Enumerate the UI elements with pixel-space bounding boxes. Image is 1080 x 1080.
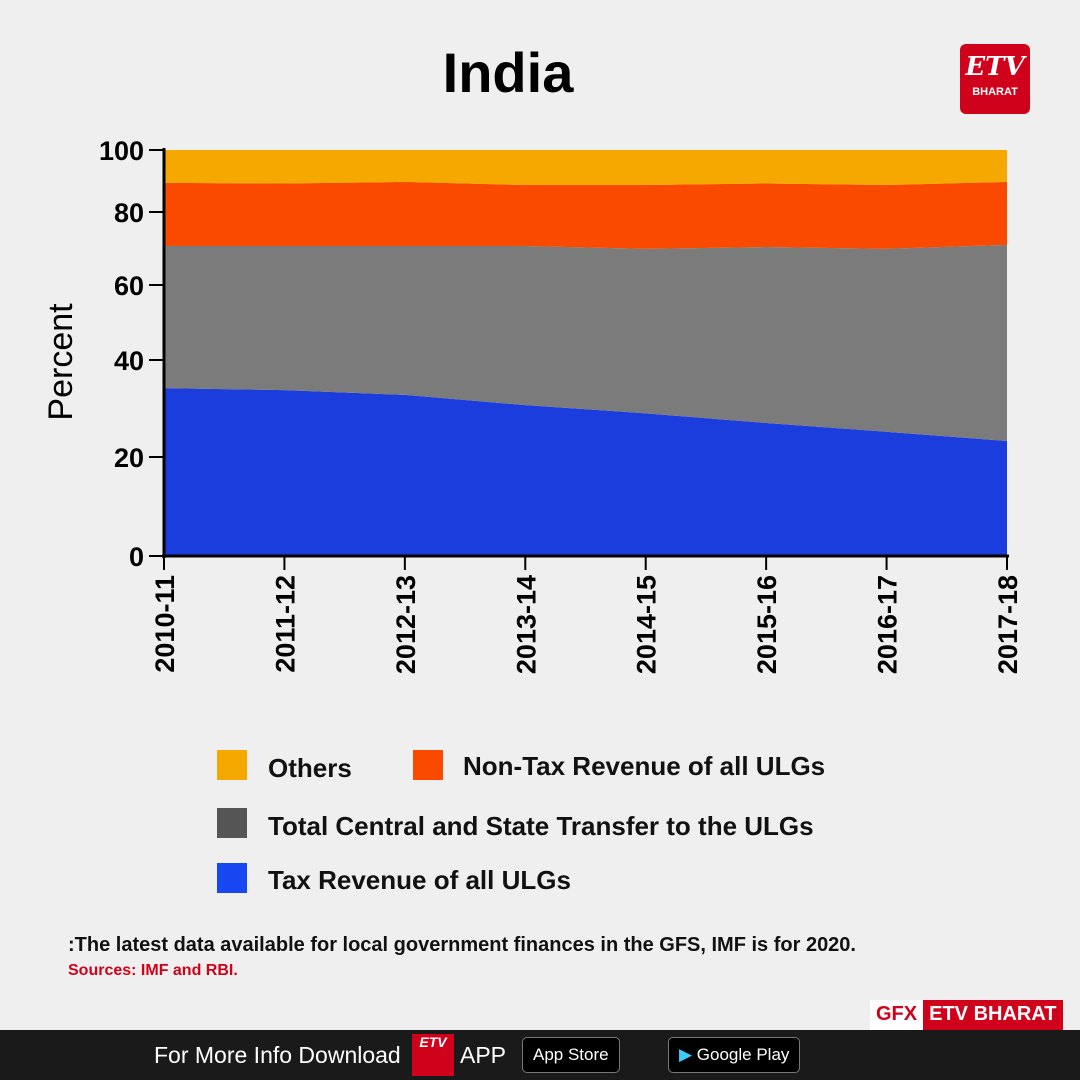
footer-text: For More Info Download xyxy=(154,1042,401,1068)
app-store-button[interactable]: App Store xyxy=(522,1037,620,1073)
x-tick-label: 2010-11 xyxy=(150,575,180,673)
legend-swatch-nontax xyxy=(413,750,443,780)
logo-mark: ETV xyxy=(965,52,1025,82)
footnote: :The latest data available for local gov… xyxy=(68,934,856,956)
y-tick-label: 20 xyxy=(114,443,144,473)
y-tick-label: 100 xyxy=(99,136,144,166)
y-tick-label: 60 xyxy=(114,271,144,301)
legend-transfer: Total Central and State Transfer to the … xyxy=(268,811,814,841)
legend-swatch-tax xyxy=(217,863,247,893)
logo-sub: BHARAT xyxy=(972,86,1018,98)
x-tick-label: 2013-14 xyxy=(511,575,541,674)
x-tick-label: 2016-17 xyxy=(873,575,903,674)
gfx-label: GFX xyxy=(870,1000,924,1030)
legend-swatch-others xyxy=(217,750,247,780)
footer-app: APP xyxy=(460,1042,507,1068)
y-tick-label: 0 xyxy=(129,542,144,572)
gfx-badge: GFX ETV BHARAT xyxy=(870,1000,1063,1030)
legend-others: Others xyxy=(268,753,352,783)
x-tick-label: 2015-16 xyxy=(752,575,782,674)
area-series-1 xyxy=(164,244,1007,441)
footer-etv-logo[interactable]: ETV xyxy=(412,1034,454,1076)
x-tick-label: 2017-18 xyxy=(993,575,1023,674)
x-tick-label: 2014-15 xyxy=(632,575,662,674)
sources: Sources: IMF and RBI. xyxy=(68,962,238,979)
area-series-2 xyxy=(164,181,1007,249)
etv-bharat-logo: ETV BHARAT xyxy=(960,44,1030,114)
area-series-0 xyxy=(164,388,1007,556)
y-tick-label: 80 xyxy=(114,198,144,228)
x-tick-label: 2011-12 xyxy=(270,575,300,673)
legend-swatch-transfer xyxy=(217,808,247,838)
x-tick-label: 2012-13 xyxy=(391,575,421,674)
google-play-button[interactable]: ▶ Google Play xyxy=(668,1037,801,1073)
legend-tax: Tax Revenue of all ULGs xyxy=(268,865,571,895)
gfx-brand: ETV BHARAT xyxy=(923,1000,1063,1030)
area-series-3 xyxy=(164,150,1007,186)
app-store-label: App Store xyxy=(533,1045,609,1064)
legend-nontax: Non-Tax Revenue of all ULGs xyxy=(463,751,826,781)
footer-bar: For More Info Download ETV APP App Store… xyxy=(0,1030,1080,1080)
y-axis-label: Percent xyxy=(42,303,80,421)
google-play-label: Google Play xyxy=(696,1045,790,1064)
chart-title: India xyxy=(442,41,574,104)
stacked-area-chart: 0 20 40 60 80 100 2010-11 2011-12 2012-13 2013-14… xyxy=(42,136,1023,674)
y-tick-label: 40 xyxy=(114,346,144,376)
play-icon: ▶ xyxy=(679,1045,697,1064)
